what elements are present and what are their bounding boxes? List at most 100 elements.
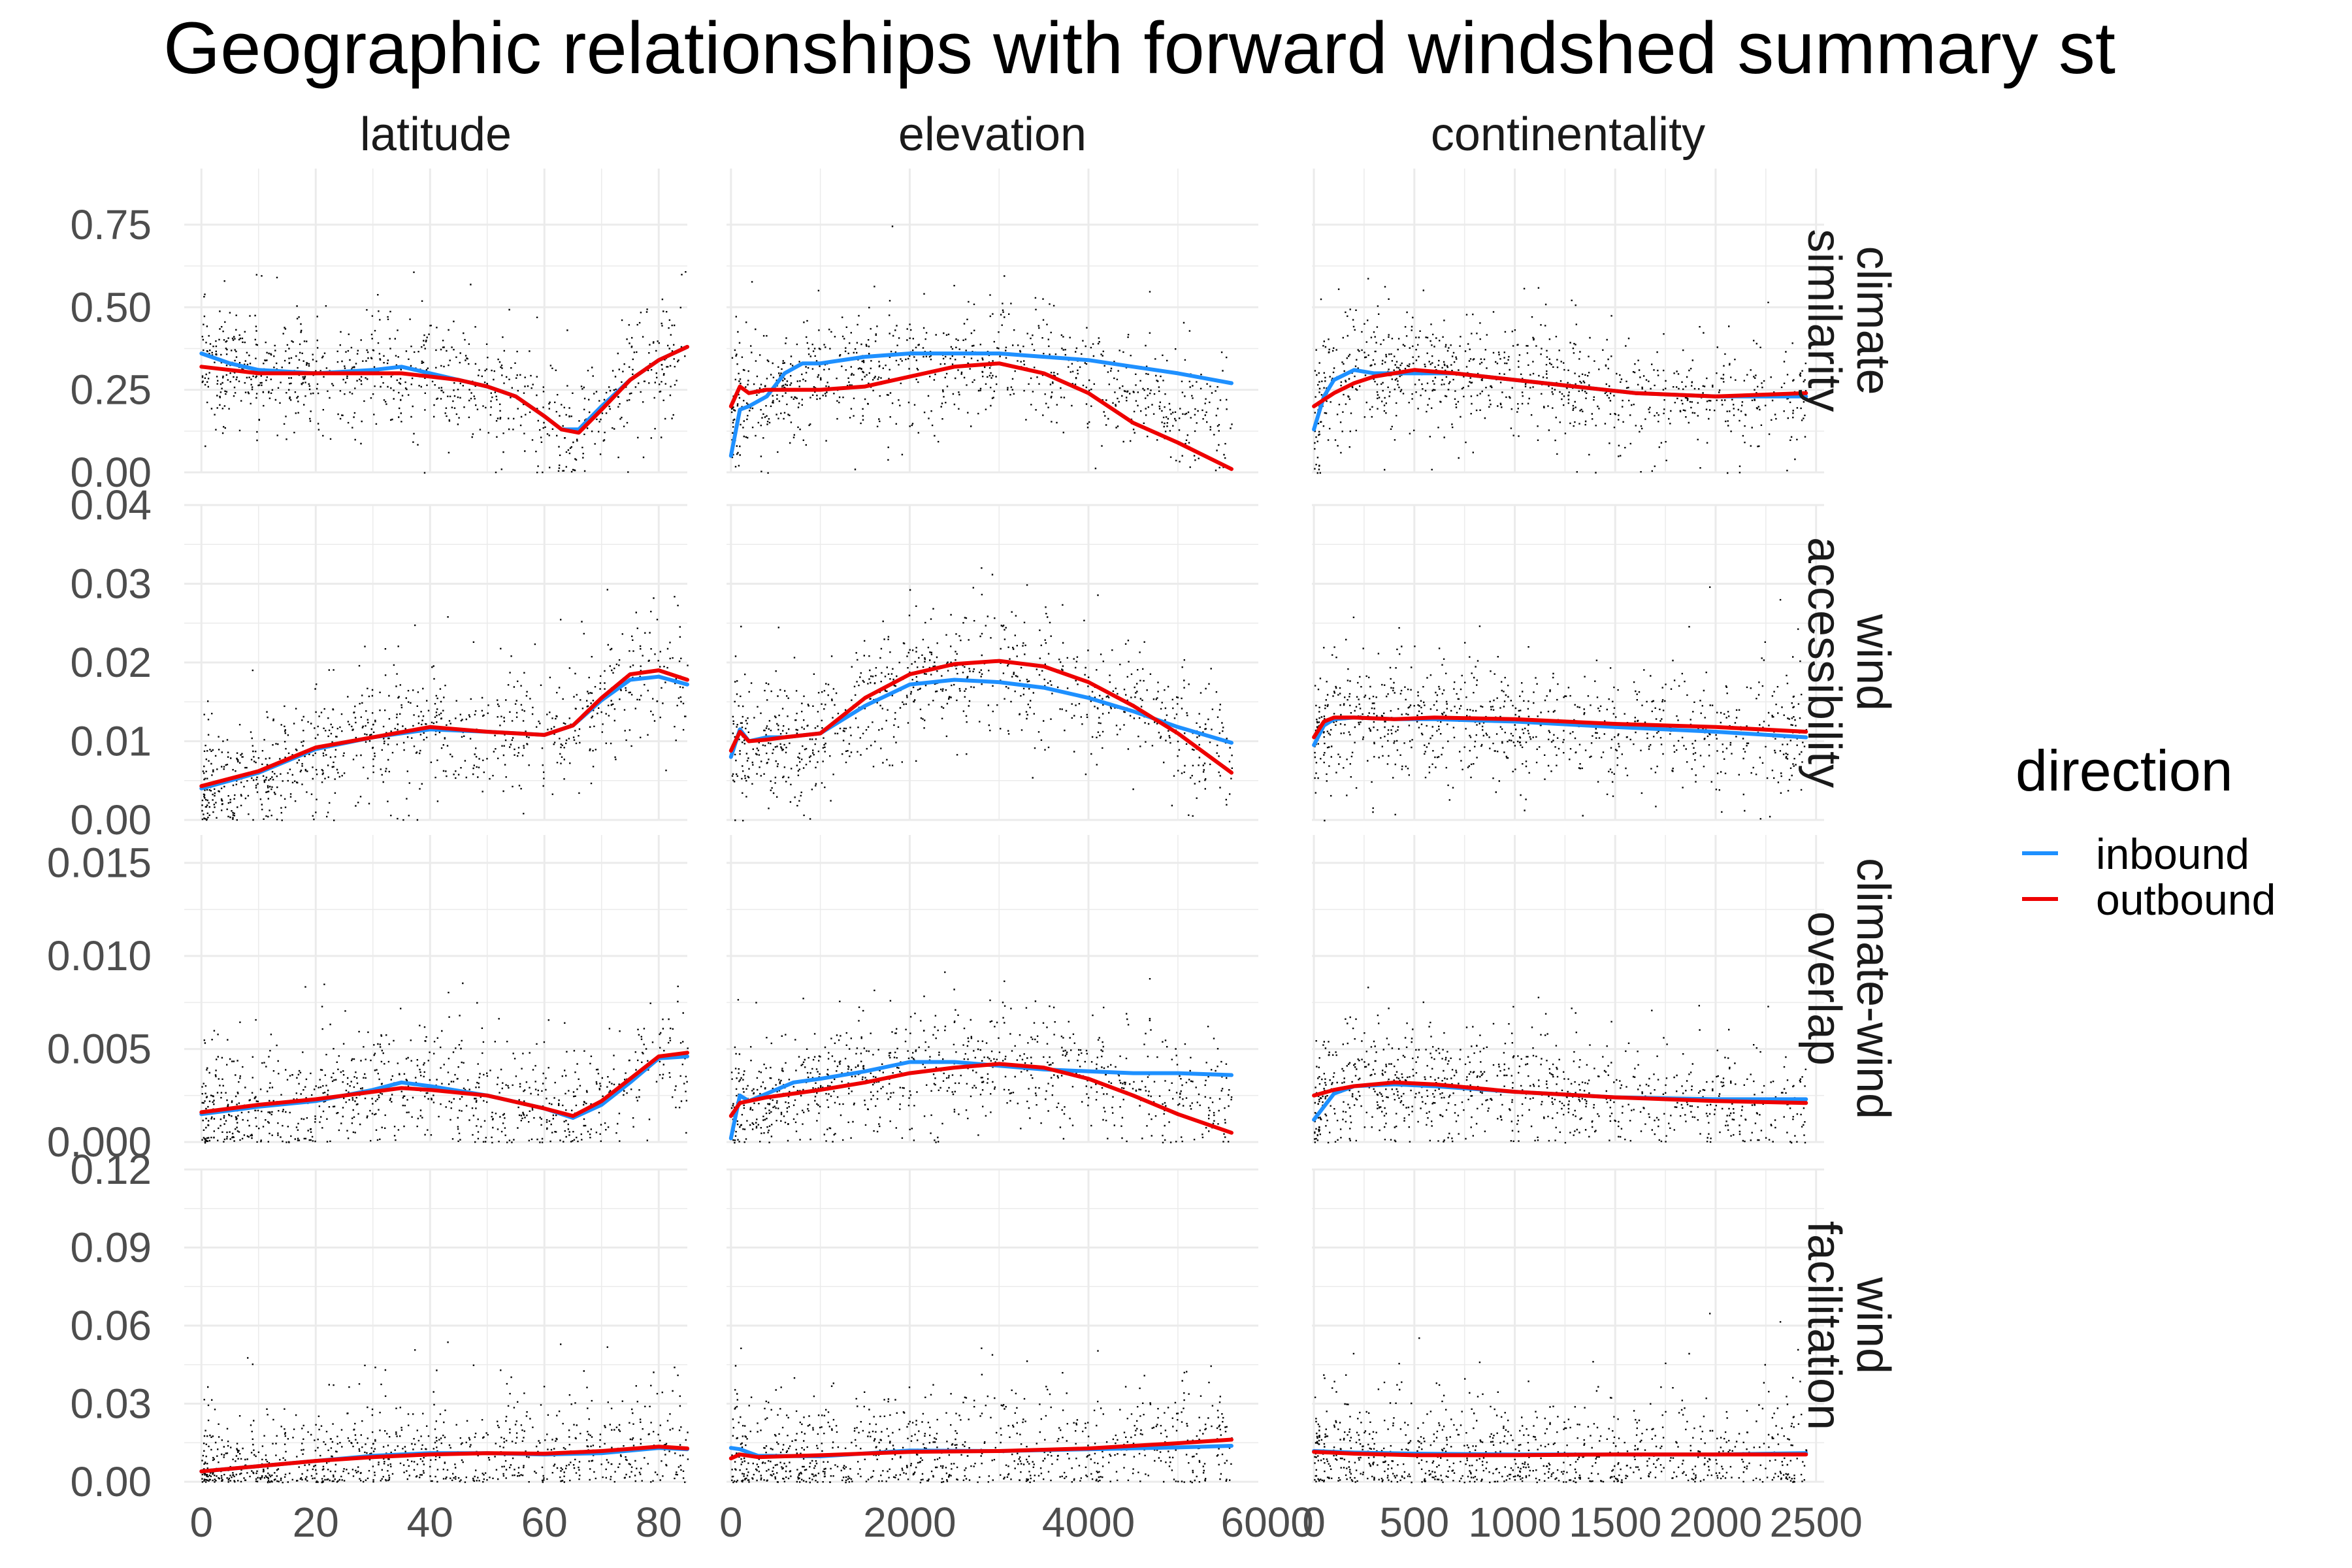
x-tick-label: 20 (293, 1499, 339, 1546)
x-tick-label: 6000 (1220, 1499, 1313, 1546)
scatter-points (730, 225, 1233, 474)
strip-label-latitude: latitude (360, 108, 512, 161)
strip-label-elevation: elevation (898, 108, 1086, 161)
smooth-line-outbound (1312, 1450, 1808, 1458)
scatter-points (730, 971, 1233, 1144)
smooth-line-outbound (199, 668, 689, 789)
panel-climate-wind-overlap-continentality (1312, 835, 1824, 1144)
panel-wind-accessibility-continentality (1312, 504, 1824, 822)
y-tick-label: 0.000 (47, 1119, 152, 1166)
scatter-point-cloud (1314, 586, 1808, 822)
strip-label-line: climate-wind (1847, 858, 1899, 1119)
strip-label-line: facilitation (1798, 1221, 1850, 1430)
scatter-points (731, 567, 1233, 822)
smooth-line-inbound (728, 351, 1233, 458)
x-tick-label: 0 (1302, 1499, 1326, 1546)
legend-title: direction (2016, 738, 2233, 803)
x-tick-label: 1500 (1569, 1499, 1661, 1546)
smooth-line-outbound (199, 344, 689, 435)
x-tick-label: 80 (636, 1499, 682, 1546)
smooth-line-inbound (199, 1054, 689, 1120)
panel-climate-similarity-latitude (184, 169, 689, 474)
y-tick-label: 0.04 (70, 482, 152, 529)
smooth-line-outbound (1312, 1080, 1808, 1105)
strip-label-line: climate (1847, 246, 1899, 395)
smooth-line-outbound (728, 361, 1233, 471)
x-tick-label: 500 (1379, 1499, 1449, 1546)
x-tick-label: 4000 (1042, 1499, 1135, 1546)
smooth-line-outbound (728, 1062, 1233, 1135)
smooth-line-outbound (1312, 368, 1808, 408)
panel-wind-facilitation-elevation (727, 1168, 1258, 1484)
panel-wind-facilitation-continentality (1312, 1168, 1824, 1484)
legend: direction inbound outbound (2016, 738, 2276, 924)
scatter-point-cloud (731, 567, 1233, 822)
panel-wind-accessibility-latitude (184, 504, 689, 821)
y-tick-label: 0.00 (70, 796, 152, 843)
smooth-line-outbound (728, 1437, 1233, 1461)
scatter-points (1314, 1313, 1808, 1484)
scatter-points (1314, 586, 1808, 822)
legend-label-inbound: inbound (2096, 830, 2249, 878)
y-tick-label: 0.75 (70, 201, 152, 248)
x-tick-label: 2500 (1770, 1499, 1863, 1546)
x-tick-label: 0 (189, 1499, 213, 1546)
panel-climate-similarity-continentality (1312, 169, 1824, 474)
x-tick-label: 2000 (1669, 1499, 1762, 1546)
strip-label-line: wind (1847, 1277, 1899, 1374)
strip-label-continentality: continentality (1431, 108, 1705, 161)
x-tick-label: 60 (521, 1499, 568, 1546)
scatter-points (201, 1341, 689, 1484)
scatter-point-cloud (1314, 1313, 1808, 1484)
scatter-points (201, 589, 689, 821)
panel-climate-wind-overlap-latitude (184, 835, 689, 1144)
scatter-point-cloud (201, 589, 689, 821)
x-tick-label: 0 (719, 1499, 743, 1546)
smooth-line-inbound (199, 344, 689, 432)
strip-label-line: similarity (1798, 229, 1850, 412)
legend-label-outbound: outbound (2096, 875, 2276, 924)
y-tick-label: 0.005 (47, 1026, 152, 1073)
x-tick-label: 1000 (1468, 1499, 1561, 1546)
smooth-line-inbound (728, 1060, 1233, 1141)
scatter-point-cloud (1314, 987, 1807, 1144)
x-tick-label: 40 (407, 1499, 453, 1546)
x-tick-label: 2000 (863, 1499, 956, 1546)
panel-climate-wind-overlap-elevation (727, 835, 1258, 1144)
scatter-point-cloud (730, 225, 1233, 474)
scatter-point-cloud (730, 971, 1233, 1144)
y-tick-label: 0.02 (70, 639, 152, 686)
strip-label-line: overlap (1798, 911, 1850, 1066)
scatter-points (731, 1347, 1233, 1484)
panel-wind-facilitation-latitude (184, 1168, 689, 1484)
scatter-point-cloud (201, 1341, 689, 1484)
y-tick-label: 0.01 (70, 718, 152, 765)
scatter-point-cloud (201, 982, 689, 1144)
panel-climate-similarity-elevation (727, 169, 1258, 474)
y-tick-label: 0.12 (70, 1146, 152, 1193)
smooth-line-outbound (199, 1445, 689, 1474)
y-tick-label: 0.09 (70, 1224, 152, 1271)
scatter-points (1314, 987, 1807, 1144)
strip-label-line: accessibility (1798, 537, 1850, 788)
y-tick-label: 0.03 (70, 1380, 152, 1428)
chart-title: Geographic relationships with forward wi… (163, 7, 2115, 89)
y-tick-label: 0.03 (70, 561, 152, 608)
strip-label-line: wind (1847, 613, 1899, 711)
y-tick-label: 0.010 (47, 932, 152, 979)
facet-panels: latitude elevation continentality climatesi… (47, 108, 1899, 1546)
panel-wind-accessibility-elevation (727, 504, 1258, 822)
y-tick-label: 0.00 (70, 1458, 152, 1505)
y-tick-label: 0.50 (70, 284, 152, 331)
smooth-line-outbound (1312, 715, 1808, 740)
scatter-point-cloud (731, 1347, 1233, 1484)
scatter-points (201, 982, 689, 1144)
y-tick-label: 0.00 (70, 449, 152, 496)
y-tick-label: 0.015 (47, 840, 152, 887)
smooth-line-outbound (728, 659, 1233, 775)
